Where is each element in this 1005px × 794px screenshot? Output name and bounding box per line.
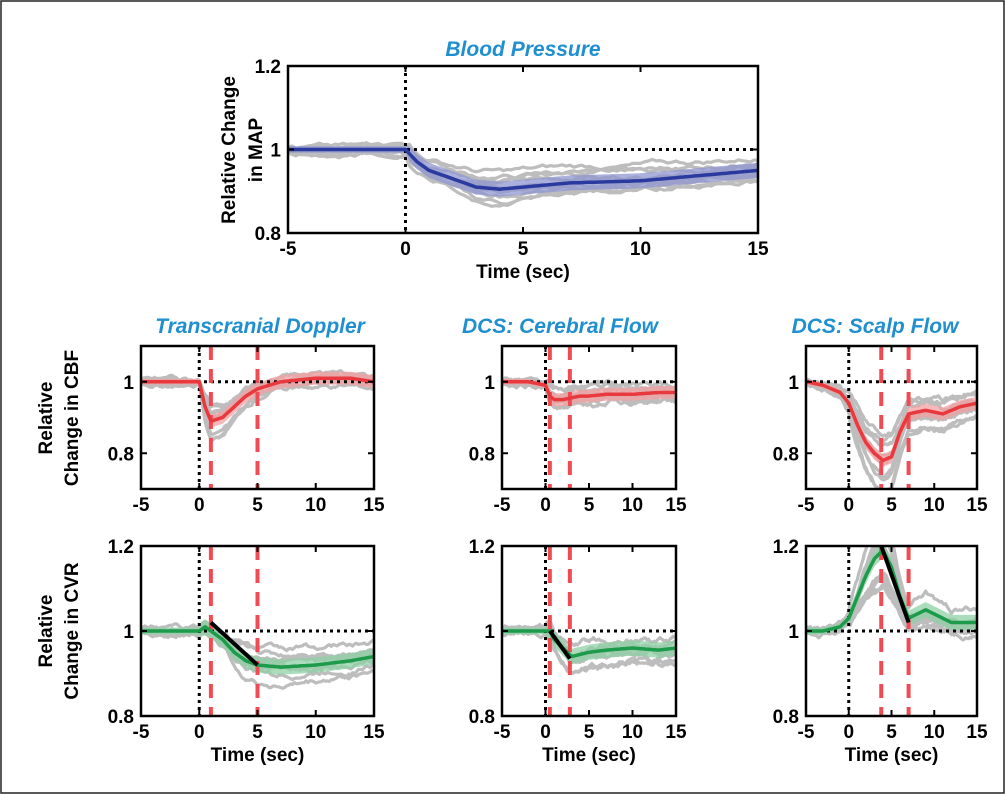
y-tick-label: 1.2 bbox=[108, 537, 134, 558]
x-tick-label: 10 bbox=[622, 722, 643, 743]
chart-title: Blood Pressure bbox=[445, 38, 601, 61]
panel-2: -5 0 5 10 15 0.8 1 Transcranial Doppler Relative… bbox=[36, 315, 385, 516]
x-tick-label: 15 bbox=[363, 495, 385, 516]
y-tick-label: 0.8 bbox=[773, 444, 799, 465]
x-tick-label: 0 bbox=[540, 722, 551, 743]
x-tick-label: 15 bbox=[966, 722, 988, 743]
y-tick-label: 1 bbox=[123, 373, 134, 394]
panel-3: -5 0 5 10 15 0.8 1 DCS: Cerebral Flow bbox=[462, 315, 687, 516]
y-axis-label: Relative bbox=[36, 382, 57, 455]
chart-title: Transcranial Doppler bbox=[155, 315, 367, 338]
mean-line bbox=[502, 629, 676, 659]
panel-4: -5 0 5 10 15 0.8 1 DCS: Scalp Flow bbox=[773, 315, 988, 516]
x-axis-label: Time (sec) bbox=[845, 745, 939, 766]
plot-area bbox=[502, 546, 676, 716]
y-tick-label: 1 bbox=[484, 373, 495, 394]
x-tick-label: 0 bbox=[194, 722, 205, 743]
y-tick-label: 0.8 bbox=[255, 224, 281, 245]
x-tick-label: 10 bbox=[305, 722, 326, 743]
subject-trace bbox=[806, 380, 977, 489]
x-tick-label: -5 bbox=[133, 495, 150, 516]
x-tick-label: 0 bbox=[540, 495, 551, 516]
x-tick-label: -5 bbox=[494, 722, 511, 743]
x-tick-label: -5 bbox=[798, 495, 815, 516]
panel-7: -5 0 5 10 15 0.8 1 1.2 Time (sec) bbox=[773, 537, 988, 766]
x-tick-label: 5 bbox=[252, 722, 263, 743]
y-tick-label: 1 bbox=[788, 373, 799, 394]
x-tick-label: 10 bbox=[622, 495, 643, 516]
y-tick-label: 1 bbox=[788, 622, 799, 643]
x-tick-label: -5 bbox=[494, 495, 511, 516]
mean-line bbox=[288, 147, 758, 191]
x-tick-label: 15 bbox=[665, 495, 687, 516]
y-tick-label: 0.8 bbox=[469, 707, 495, 728]
confidence-band bbox=[288, 146, 758, 197]
x-tick-label: 5 bbox=[252, 495, 263, 516]
plot-area bbox=[141, 346, 374, 489]
y-axis-label: Relative bbox=[36, 595, 57, 668]
panel-6: -5 0 5 10 15 0.8 1 1.2 Time (sec) bbox=[469, 537, 687, 766]
plot-area bbox=[502, 346, 676, 489]
x-axis-label: Time (sec) bbox=[211, 745, 305, 766]
y-tick-label: 1 bbox=[484, 622, 495, 643]
x-tick-label: 10 bbox=[630, 239, 651, 260]
y-axis-label: in MAP bbox=[246, 117, 267, 182]
y-axis-label: Change in CBF bbox=[62, 350, 83, 486]
x-tick-label: 0 bbox=[843, 495, 854, 516]
mean-line bbox=[806, 548, 977, 633]
x-tick-label: -5 bbox=[280, 239, 297, 260]
panel-5: -5 0 5 10 15 0.8 1 1.2 Time (sec) Relative Change … bbox=[36, 537, 385, 766]
confidence-band bbox=[141, 619, 374, 675]
y-tick-label: 1 bbox=[123, 622, 134, 643]
panel-1: -5 0 5 10 15 0.8 1 1.2 Blood Pressure Time (sec) R… bbox=[219, 38, 769, 283]
y-tick-label: 0.8 bbox=[108, 444, 134, 465]
plot-area bbox=[806, 546, 977, 716]
plot-area bbox=[288, 66, 758, 233]
x-tick-label: 10 bbox=[924, 495, 945, 516]
x-axis-label: Time (sec) bbox=[476, 262, 570, 283]
y-tick-label: 1 bbox=[270, 141, 281, 162]
x-tick-label: 10 bbox=[924, 722, 945, 743]
slope-line bbox=[879, 546, 911, 624]
confidence-band bbox=[502, 623, 676, 665]
x-tick-label: 5 bbox=[886, 495, 897, 516]
y-tick-label: 0.8 bbox=[773, 707, 799, 728]
subject-trace bbox=[288, 141, 758, 174]
plot-area bbox=[806, 346, 977, 489]
x-tick-label: 0 bbox=[400, 239, 411, 260]
x-tick-label: 5 bbox=[584, 722, 595, 743]
chart-title: DCS: Scalp Flow bbox=[792, 315, 961, 338]
slope-line bbox=[548, 629, 572, 660]
plot-area bbox=[141, 546, 374, 716]
subject-trace bbox=[806, 379, 977, 438]
x-tick-label: 5 bbox=[518, 239, 529, 260]
x-tick-label: 10 bbox=[305, 495, 326, 516]
mean-line bbox=[806, 380, 977, 463]
x-tick-label: 15 bbox=[363, 722, 385, 743]
y-tick-label: 1.2 bbox=[255, 57, 281, 78]
x-tick-label: -5 bbox=[133, 722, 150, 743]
x-axis-label: Time (sec) bbox=[542, 745, 636, 766]
x-tick-label: 0 bbox=[843, 722, 854, 743]
y-axis-label: Relative Change bbox=[219, 76, 240, 224]
slope-line bbox=[209, 621, 259, 667]
chart-title: DCS: Cerebral Flow bbox=[462, 315, 660, 338]
x-tick-label: 15 bbox=[966, 495, 988, 516]
x-tick-label: 15 bbox=[747, 239, 769, 260]
x-tick-label: 5 bbox=[886, 722, 897, 743]
y-tick-label: 0.8 bbox=[469, 444, 495, 465]
x-tick-label: 0 bbox=[194, 495, 205, 516]
mean-line bbox=[502, 380, 676, 402]
y-tick-label: 1.2 bbox=[773, 537, 799, 558]
x-tick-label: 15 bbox=[665, 722, 687, 743]
y-tick-label: 0.8 bbox=[108, 707, 134, 728]
y-axis-label: Change in CVR bbox=[62, 562, 83, 700]
x-tick-label: 5 bbox=[584, 495, 595, 516]
x-tick-label: -5 bbox=[798, 722, 815, 743]
y-tick-label: 1.2 bbox=[469, 537, 495, 558]
mean-line bbox=[141, 376, 374, 423]
